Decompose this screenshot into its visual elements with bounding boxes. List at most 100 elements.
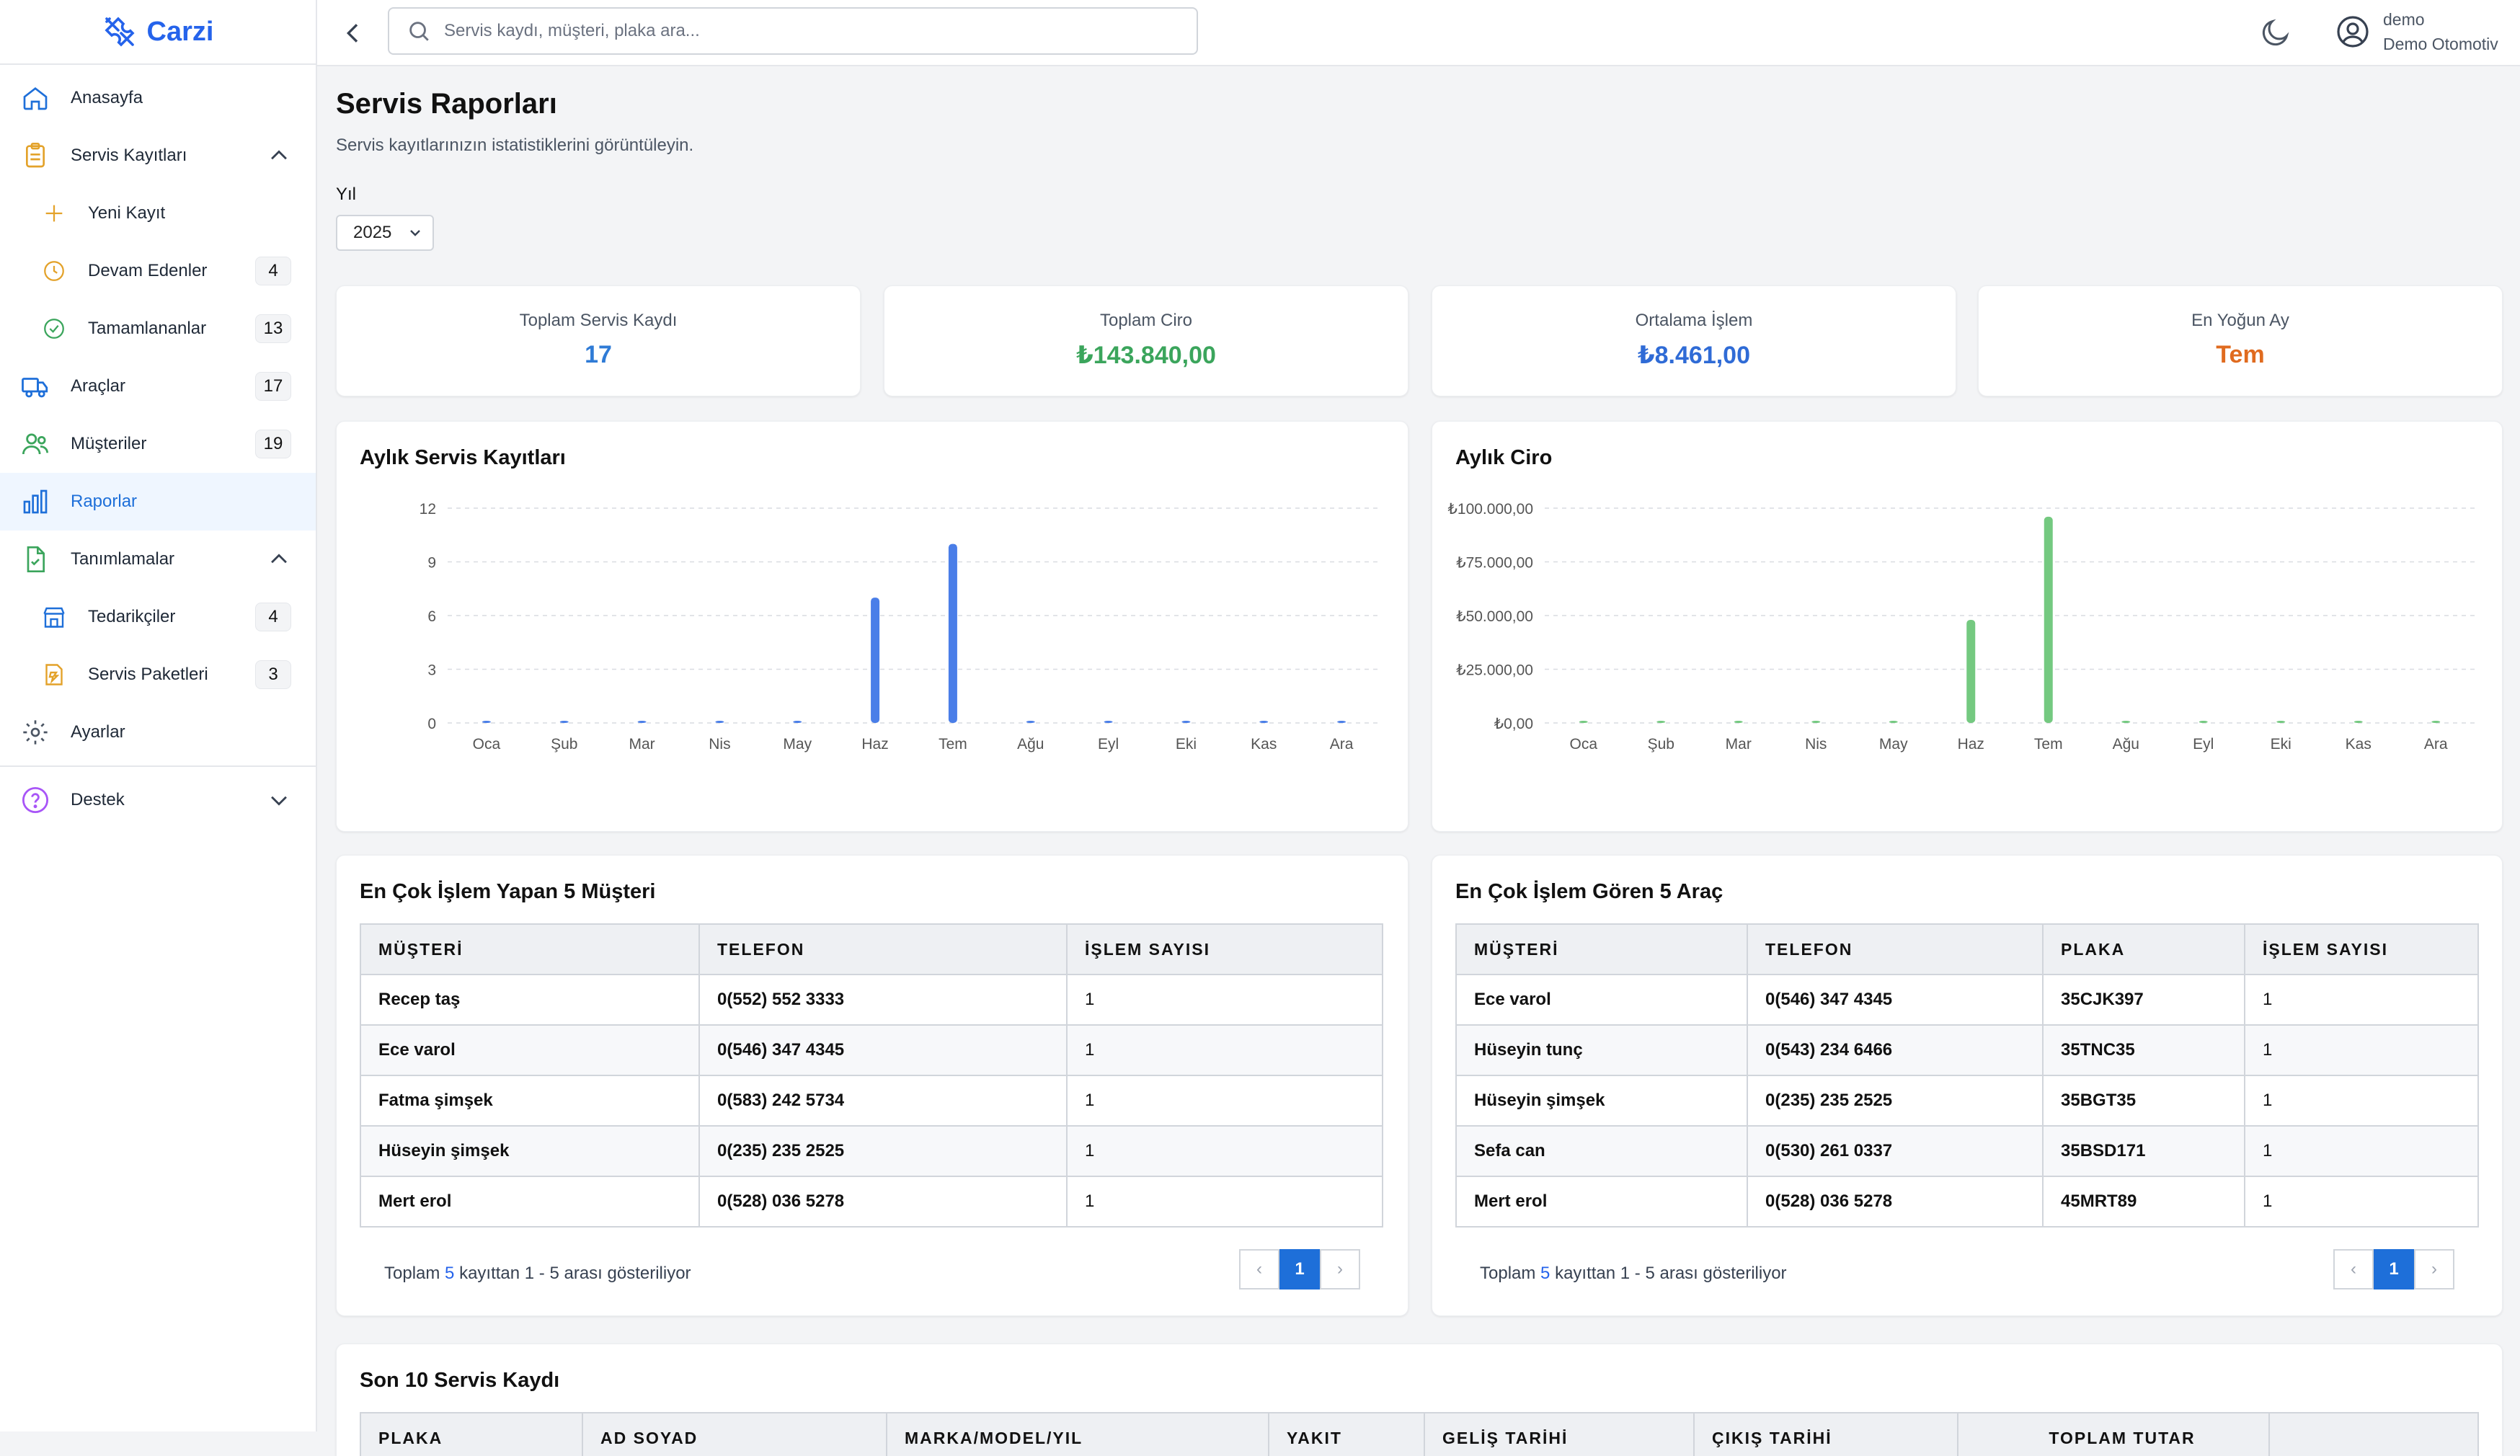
x-tick-label: Tem bbox=[2034, 736, 2063, 753]
bar bbox=[1811, 721, 1821, 723]
user-info[interactable]: demo Demo Otomotiv bbox=[2383, 7, 2498, 56]
table-row[interactable]: Ece varol 0(546) 347 4345 35CJK397 1 bbox=[1456, 975, 2479, 1026]
chart-card-monthly-revenue: Aylık Ciro ₺0,00 ₺25.000,00 ₺50.000,00 ₺75.… bbox=[1432, 421, 2503, 832]
sidebar-item-label: Servis Kayıtları bbox=[71, 146, 187, 165]
search-input[interactable]: Servis kaydı, müşteri, plaka ara... bbox=[388, 7, 1198, 55]
moon-icon[interactable] bbox=[2259, 16, 2292, 49]
column-header[interactable]: GELİŞ TARİHİ bbox=[1424, 1413, 1695, 1456]
column-header[interactable]: İŞLEM SAYISI bbox=[2245, 924, 2479, 975]
app-logo[interactable]: Carzi bbox=[0, 0, 316, 65]
x-tick-label: Eyl bbox=[2193, 736, 2214, 753]
table-cell: 1 bbox=[1067, 1176, 1383, 1228]
table-row[interactable]: Hüseyin tunç 0(543) 234 6466 35TNC35 1 bbox=[1456, 1025, 2479, 1076]
footer-text: Toplam bbox=[1480, 1264, 1536, 1283]
x-tick-label: May bbox=[1879, 736, 1908, 753]
chevron-down-icon[interactable] bbox=[267, 788, 291, 812]
sidebar-item-service-records[interactable]: Servis Kayıtları bbox=[0, 127, 316, 185]
next-page-button[interactable]: › bbox=[2414, 1249, 2454, 1289]
card-title: En Çok İşlem Gören 5 Araç bbox=[1455, 880, 1723, 903]
column-header[interactable]: ÇIKIŞ TARİHİ bbox=[1694, 1413, 1958, 1456]
sidebar-item-in-progress[interactable]: Devam Edenler 4 bbox=[0, 242, 316, 300]
table-cell: 1 bbox=[2245, 975, 2479, 1026]
chevron-up-icon[interactable] bbox=[267, 143, 291, 168]
page-button[interactable]: 1 bbox=[1279, 1249, 1320, 1289]
column-header[interactable]: MARKA/MODEL/YIL bbox=[887, 1413, 1269, 1456]
sidebar-item-new-record[interactable]: Yeni Kayıt bbox=[0, 185, 316, 242]
table-row[interactable]: Recep taş 0(552) 552 3333 1 bbox=[360, 975, 1383, 1026]
next-page-button[interactable]: › bbox=[1320, 1249, 1360, 1289]
chevron-up-icon[interactable] bbox=[267, 547, 291, 572]
table-row[interactable]: Ece varol 0(546) 347 4345 1 bbox=[360, 1025, 1383, 1076]
sidebar-item-definitions[interactable]: Tanımlamalar bbox=[0, 531, 316, 588]
y-tick-label: 9 bbox=[427, 555, 436, 572]
user-name: demo bbox=[2383, 10, 2425, 29]
stat-value: ₺143.840,00 bbox=[1076, 342, 1216, 369]
column-header[interactable]: TOPLAM TUTAR bbox=[1958, 1413, 2270, 1456]
column-header[interactable]: YAKIT bbox=[1269, 1413, 1425, 1456]
bar bbox=[1656, 721, 1666, 723]
table-row[interactable]: Hüseyin şimşek 0(235) 235 2525 35BGT35 1 bbox=[1456, 1075, 2479, 1127]
table-cell: Hüseyin tunç bbox=[1456, 1025, 1748, 1076]
column-header[interactable]: PLAKA bbox=[360, 1413, 583, 1456]
stat-label: En Yoğun Ay bbox=[2191, 311, 2289, 330]
prev-page-button[interactable]: ‹ bbox=[2333, 1249, 2374, 1289]
x-tick-label: Tem bbox=[939, 736, 967, 753]
stat-value: 17 bbox=[585, 341, 612, 368]
sidebar-item-vehicles[interactable]: Araçlar 17 bbox=[0, 358, 316, 415]
x-tick-label: Nis bbox=[709, 736, 730, 753]
user-avatar-icon[interactable] bbox=[2335, 14, 2370, 49]
page-button[interactable]: 1 bbox=[2374, 1249, 2414, 1289]
bar bbox=[1026, 721, 1035, 723]
sidebar-item-label: Araçlar bbox=[71, 376, 126, 396]
plus-icon bbox=[40, 200, 68, 227]
table-row[interactable]: Hüseyin şimşek 0(235) 235 2525 1 bbox=[360, 1126, 1383, 1177]
table-row[interactable]: Mert erol 0(528) 036 5278 45MRT89 1 bbox=[1456, 1176, 2479, 1228]
prev-page-button[interactable]: ‹ bbox=[1239, 1249, 1279, 1289]
sidebar-item-label: Tedarikçiler bbox=[88, 607, 176, 626]
x-tick-label: Şub bbox=[551, 736, 577, 753]
column-header[interactable]: AD SOYAD bbox=[582, 1413, 887, 1456]
table-cell: Recep taş bbox=[360, 975, 700, 1026]
x-tick-label: Eyl bbox=[1098, 736, 1119, 753]
table-cell: Ece varol bbox=[360, 1025, 700, 1076]
table-footer-info: Toplam 5 kayıttan 1 - 5 arası gösteriliy… bbox=[1480, 1264, 1787, 1284]
sidebar-item-label: Müşteriler bbox=[71, 434, 147, 453]
sidebar-item-label: Tanımlamalar bbox=[71, 549, 175, 569]
year-select[interactable]: 2025 bbox=[336, 215, 434, 251]
x-tick-label: Kas bbox=[2346, 736, 2372, 753]
sidebar-item-reports[interactable]: Raporlar bbox=[0, 473, 316, 531]
table-row[interactable]: Mert erol 0(528) 036 5278 1 bbox=[360, 1176, 1383, 1228]
bar bbox=[1337, 721, 1346, 723]
sidebar-item-settings[interactable]: Ayarlar bbox=[0, 703, 316, 761]
x-tick-label: Mar bbox=[1726, 736, 1752, 753]
x-tick-label: Haz bbox=[1958, 736, 1984, 753]
column-header[interactable]: MÜŞTERİ bbox=[360, 924, 700, 975]
back-arrow-icon[interactable] bbox=[339, 19, 368, 48]
table-row[interactable]: Fatma şimşek 0(583) 242 5734 1 bbox=[360, 1075, 1383, 1127]
y-tick-label: ₺50.000,00 bbox=[1456, 608, 1533, 625]
stat-card-busiest-month: En Yoğun Ay Tem bbox=[1978, 285, 2503, 396]
sidebar-item-support[interactable]: Destek bbox=[0, 771, 316, 829]
column-header[interactable]: MÜŞTERİ bbox=[1456, 924, 1748, 975]
column-header[interactable]: TELEFON bbox=[699, 924, 1068, 975]
sidebar-item-customers[interactable]: Müşteriler 19 bbox=[0, 415, 316, 473]
count-badge: 17 bbox=[255, 372, 291, 401]
x-tick-label: Ara bbox=[1330, 736, 1354, 753]
bar bbox=[871, 598, 880, 723]
table-cell: 0(546) 347 4345 bbox=[699, 1025, 1068, 1076]
column-header[interactable]: İŞLEM SAYISI bbox=[1067, 924, 1383, 975]
table-row[interactable]: Sefa can 0(530) 261 0337 35BSD171 1 bbox=[1456, 1126, 2479, 1177]
sidebar-item-suppliers[interactable]: Tedarikçiler 4 bbox=[0, 588, 316, 646]
truck-icon bbox=[19, 370, 52, 403]
help-circle-icon bbox=[19, 784, 52, 817]
bar bbox=[1966, 619, 1976, 723]
x-tick-label: Ağu bbox=[1017, 736, 1044, 753]
x-tick-label: Ağu bbox=[2113, 736, 2139, 753]
monthly-records-chart: 0 3 6 9 12 Oca Şub Mar Nis May Haz Tem Ağu Eyl Eki Kas A… bbox=[420, 501, 1380, 753]
sidebar-item-service-packages[interactable]: Servis Paketleri 3 bbox=[0, 646, 316, 703]
column-header[interactable]: TELEFON bbox=[1747, 924, 2044, 975]
sidebar-divider bbox=[0, 765, 316, 767]
sidebar-item-completed[interactable]: Tamamlananlar 13 bbox=[0, 300, 316, 358]
column-header[interactable]: PLAKA bbox=[2043, 924, 2245, 975]
sidebar-item-home[interactable]: Anasayfa bbox=[0, 69, 316, 127]
